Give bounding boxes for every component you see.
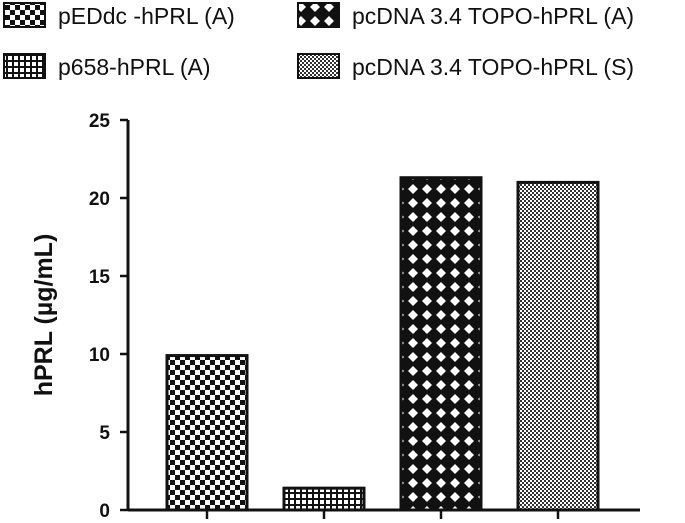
legend-label-4: pcDNA 3.4 TOPO-hPRL (S) (352, 54, 634, 80)
legend-label-1: pEDdc -hPRL (A) (58, 3, 235, 29)
bar-2 (282, 486, 366, 512)
y-tick-label: 15 (89, 267, 111, 288)
y-tick-label: 20 (89, 189, 110, 210)
legend-swatch-3 (297, 2, 340, 28)
bar-4 (516, 180, 600, 512)
y-tick-label: 5 (99, 423, 110, 444)
legend-label-2: p658-hPRL (A) (58, 54, 211, 80)
y-axis-label: hPRL (µg/mL) (30, 234, 58, 397)
legend: pEDdc -hPRL (A) p658-hPRL (A) pcDNA 3.4 TO… (3, 2, 634, 80)
y-tick-label: 0 (99, 501, 110, 522)
legend-swatch-1 (3, 2, 46, 28)
legend-swatch-4 (297, 53, 340, 79)
bar-1 (165, 354, 249, 512)
bar-3 (399, 176, 483, 512)
bars (165, 176, 600, 512)
legend-swatch-2 (3, 53, 46, 79)
y-tick-label: 10 (89, 345, 110, 366)
y-tick-label: 25 (89, 111, 111, 132)
legend-label-3: pcDNA 3.4 TOPO-hPRL (A) (352, 3, 634, 29)
